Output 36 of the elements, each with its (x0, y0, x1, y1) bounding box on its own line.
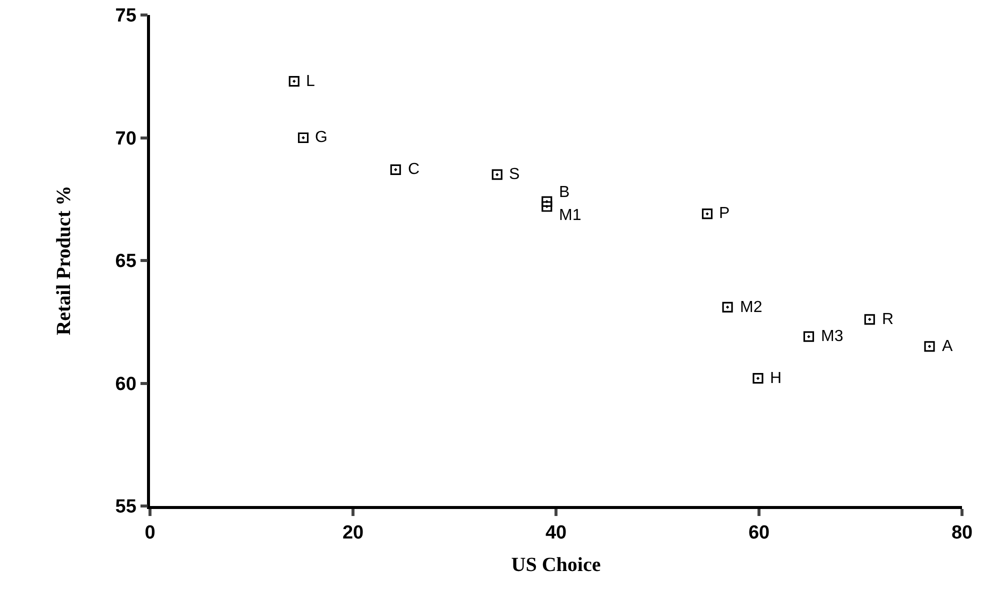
x-tick-label: 0 (144, 522, 156, 544)
annotation: L (306, 73, 315, 90)
annotation: R (882, 311, 894, 328)
point (702, 208, 713, 220)
annotation: M1 (559, 207, 582, 224)
point (803, 331, 814, 342)
y-tick-label: 70 (115, 128, 136, 150)
x-tick-label: 40 (545, 522, 567, 544)
x-tick-label: 60 (748, 522, 770, 544)
point (542, 201, 552, 212)
annotation: H (770, 370, 782, 387)
point (288, 76, 300, 87)
x-tick-label: 20 (342, 522, 364, 544)
annotation: G (315, 129, 328, 146)
point (390, 164, 401, 175)
y-tick-label: 65 (115, 251, 137, 272)
annotation: B (559, 184, 570, 201)
x-tick-label: 80 (951, 522, 973, 544)
y-tick-label: 75 (115, 6, 137, 27)
point (864, 314, 875, 325)
point (542, 196, 552, 207)
x-axis-title: US Choice (511, 554, 601, 576)
point (722, 302, 733, 312)
point (924, 341, 935, 352)
y-axis-title: Retail Product % (52, 186, 75, 336)
point (298, 132, 309, 144)
y-tick-label: 55 (115, 496, 137, 518)
annotation: M2 (740, 299, 762, 316)
point (752, 373, 764, 384)
y-tick-label: 60 (115, 374, 136, 395)
point (492, 169, 502, 180)
annotation: C (408, 161, 420, 178)
annotation: S (509, 166, 520, 183)
annotation: P (719, 205, 730, 222)
annotation: M3 (821, 328, 844, 345)
annotation: A (942, 338, 953, 355)
